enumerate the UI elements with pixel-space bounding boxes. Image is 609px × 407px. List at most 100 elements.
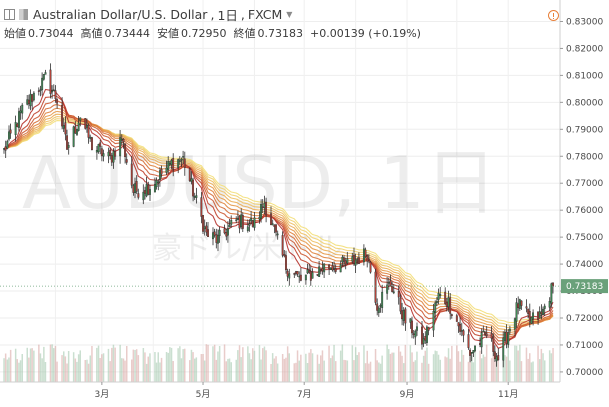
candle-body[interactable] <box>89 136 92 139</box>
candle-body[interactable] <box>261 206 264 209</box>
candle-body[interactable] <box>203 226 206 230</box>
candle-body[interactable] <box>271 223 274 226</box>
candle-body[interactable] <box>363 248 365 263</box>
candle-body[interactable] <box>31 94 34 102</box>
candle-body[interactable] <box>391 286 394 292</box>
candle-body[interactable] <box>445 302 448 308</box>
chevron-down-icon[interactable]: ▼ <box>286 9 293 19</box>
candle-body[interactable] <box>85 124 88 128</box>
candle-body[interactable] <box>439 294 442 296</box>
candle-body[interactable] <box>240 214 243 227</box>
candle-body[interactable] <box>367 258 370 261</box>
candle-body[interactable] <box>339 264 342 273</box>
candle-body[interactable] <box>195 195 198 198</box>
candle-body[interactable] <box>515 302 518 322</box>
candle-body[interactable] <box>497 355 500 361</box>
candle-body[interactable] <box>426 326 428 343</box>
candle-body[interactable] <box>41 77 44 90</box>
candle-body[interactable] <box>66 135 69 150</box>
candle-body[interactable] <box>447 297 450 307</box>
candle-body[interactable] <box>218 229 221 236</box>
candle-body[interactable] <box>472 350 475 353</box>
candle-body[interactable] <box>142 191 145 201</box>
candle-body[interactable] <box>331 265 334 271</box>
candle-body[interactable] <box>260 204 262 219</box>
candle-body[interactable] <box>130 163 133 186</box>
candle-body[interactable] <box>250 217 253 222</box>
candle-body[interactable] <box>319 269 322 271</box>
candle-body[interactable] <box>9 129 12 134</box>
candle-body[interactable] <box>207 229 210 238</box>
candle-body[interactable] <box>125 159 128 163</box>
candle-body[interactable] <box>376 303 379 311</box>
candle-body[interactable] <box>517 303 520 309</box>
candle-body[interactable] <box>354 259 357 266</box>
candle-body[interactable] <box>157 181 160 184</box>
candle-body[interactable] <box>49 69 52 94</box>
candle-body[interactable] <box>145 184 148 197</box>
candle-body[interactable] <box>459 324 462 332</box>
candle-body[interactable] <box>462 330 465 336</box>
candle-body[interactable] <box>84 118 87 129</box>
candle-body[interactable] <box>168 163 171 165</box>
candle-body[interactable] <box>18 111 20 128</box>
candle-body[interactable] <box>75 129 78 135</box>
candle-body[interactable] <box>251 220 254 227</box>
candle-body[interactable] <box>399 297 402 312</box>
candle-body[interactable] <box>364 249 367 257</box>
candle-body[interactable] <box>293 273 296 275</box>
candle-body[interactable] <box>183 158 186 168</box>
candle-body[interactable] <box>253 217 256 228</box>
candle-body[interactable] <box>72 126 75 147</box>
candle-body[interactable] <box>51 90 54 93</box>
candle-body[interactable] <box>402 310 405 321</box>
candle-body[interactable] <box>424 336 427 341</box>
candle-body[interactable] <box>540 311 543 314</box>
candle-body[interactable] <box>120 138 123 141</box>
candle-body[interactable] <box>358 257 360 264</box>
candle-body[interactable] <box>225 232 228 237</box>
candle-body[interactable] <box>484 332 486 335</box>
interval-label[interactable]: 1日 <box>217 7 238 23</box>
candle-body[interactable] <box>333 268 335 270</box>
candle-body[interactable] <box>397 291 400 298</box>
candle-body[interactable] <box>14 122 17 136</box>
candle-body[interactable] <box>450 314 453 316</box>
candle-body[interactable] <box>414 330 417 338</box>
candle-body[interactable] <box>67 145 70 148</box>
candle-body[interactable] <box>457 322 460 327</box>
candle-body[interactable] <box>401 310 403 320</box>
layout-icon[interactable] <box>4 8 15 20</box>
candle-body[interactable] <box>467 334 470 349</box>
candle-body[interactable] <box>95 149 98 153</box>
candle-body[interactable] <box>124 143 127 157</box>
symbol-title[interactable]: Australian Dollar/U.S. Dollar <box>33 6 208 22</box>
candle-body[interactable] <box>295 271 297 274</box>
candle-body[interactable] <box>147 184 150 195</box>
candle-body[interactable] <box>502 337 505 361</box>
candle-body[interactable] <box>321 268 324 271</box>
candle-body[interactable] <box>134 183 137 194</box>
candle-body[interactable] <box>21 104 24 114</box>
candle-body[interactable] <box>44 72 47 75</box>
candle-body[interactable] <box>416 326 418 331</box>
candle-body[interactable] <box>328 264 330 269</box>
candle-body[interactable] <box>527 308 530 314</box>
candle-body[interactable] <box>241 215 244 229</box>
candle-body[interactable] <box>309 271 312 281</box>
candle-body[interactable] <box>409 318 412 323</box>
candle-body[interactable] <box>455 315 458 322</box>
candle-body[interactable] <box>236 217 239 220</box>
candle-body[interactable] <box>412 333 415 335</box>
candle-body[interactable] <box>182 156 185 158</box>
candle-body[interactable] <box>132 185 135 193</box>
candle-body[interactable] <box>87 124 90 138</box>
candle-body[interactable] <box>288 273 291 279</box>
candle-body[interactable] <box>552 282 554 287</box>
candle-body[interactable] <box>32 92 35 101</box>
candle-body[interactable] <box>56 98 58 104</box>
candle-body[interactable] <box>377 307 380 313</box>
bar-type-icon[interactable] <box>19 8 28 20</box>
candle-body[interactable] <box>3 148 5 150</box>
candle-body[interactable] <box>107 151 110 157</box>
